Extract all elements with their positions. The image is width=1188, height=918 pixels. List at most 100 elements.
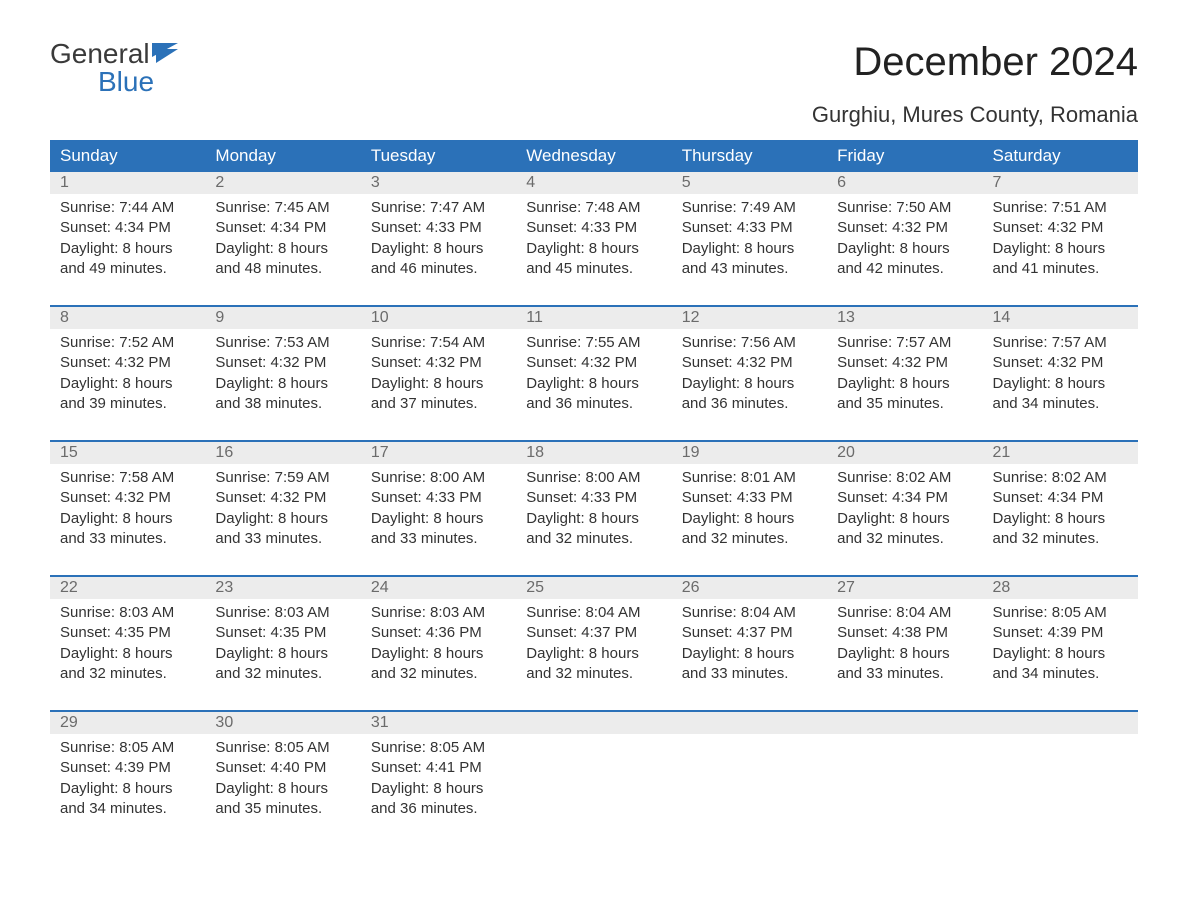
day-details: Sunrise: 8:04 AMSunset: 4:38 PMDaylight:… [827, 599, 982, 684]
day-number: 7 [983, 172, 1138, 194]
day-details: Sunrise: 8:02 AMSunset: 4:34 PMDaylight:… [983, 464, 1138, 549]
sunrise-text: Sunrise: 7:51 AM [993, 198, 1128, 218]
sunrise-text: Sunrise: 8:05 AM [60, 738, 195, 758]
daylight-text-1: Daylight: 8 hours [682, 374, 817, 394]
sunrise-text: Sunrise: 8:04 AM [682, 603, 817, 623]
day-number [672, 712, 827, 734]
day-number: 12 [672, 307, 827, 329]
calendar-header-row: Sunday Monday Tuesday Wednesday Thursday… [50, 140, 1138, 172]
daylight-text-2: and 33 minutes. [371, 529, 506, 549]
daylight-text-2: and 49 minutes. [60, 259, 195, 279]
day-details: Sunrise: 7:44 AMSunset: 4:34 PMDaylight:… [50, 194, 205, 279]
day-details: Sunrise: 8:03 AMSunset: 4:35 PMDaylight:… [205, 599, 360, 684]
day-number: 15 [50, 442, 205, 464]
day-number: 26 [672, 577, 827, 599]
day-number: 24 [361, 577, 516, 599]
day-number: 29 [50, 712, 205, 734]
sunrise-text: Sunrise: 7:50 AM [837, 198, 972, 218]
daylight-text-2: and 34 minutes. [60, 799, 195, 819]
sunrise-text: Sunrise: 7:48 AM [526, 198, 661, 218]
daylight-text-1: Daylight: 8 hours [371, 644, 506, 664]
calendar-day: 8Sunrise: 7:52 AMSunset: 4:32 PMDaylight… [50, 307, 205, 426]
day-details: Sunrise: 8:05 AMSunset: 4:39 PMDaylight:… [983, 599, 1138, 684]
day-details: Sunrise: 8:04 AMSunset: 4:37 PMDaylight:… [516, 599, 671, 684]
day-number: 30 [205, 712, 360, 734]
calendar-day: 14Sunrise: 7:57 AMSunset: 4:32 PMDayligh… [983, 307, 1138, 426]
day-number: 31 [361, 712, 516, 734]
daylight-text-1: Daylight: 8 hours [215, 644, 350, 664]
calendar-day: 17Sunrise: 8:00 AMSunset: 4:33 PMDayligh… [361, 442, 516, 561]
daylight-text-1: Daylight: 8 hours [371, 779, 506, 799]
calendar-day: 9Sunrise: 7:53 AMSunset: 4:32 PMDaylight… [205, 307, 360, 426]
day-details: Sunrise: 7:52 AMSunset: 4:32 PMDaylight:… [50, 329, 205, 414]
calendar-week: 22Sunrise: 8:03 AMSunset: 4:35 PMDayligh… [50, 575, 1138, 696]
sunrise-text: Sunrise: 7:54 AM [371, 333, 506, 353]
sunset-text: Sunset: 4:32 PM [371, 353, 506, 373]
day-details: Sunrise: 8:03 AMSunset: 4:36 PMDaylight:… [361, 599, 516, 684]
daylight-text-1: Daylight: 8 hours [215, 779, 350, 799]
brand-logo: General Blue [50, 40, 178, 96]
sunrise-text: Sunrise: 8:02 AM [993, 468, 1128, 488]
sunrise-text: Sunrise: 8:00 AM [526, 468, 661, 488]
daylight-text-2: and 35 minutes. [837, 394, 972, 414]
day-number: 13 [827, 307, 982, 329]
daylight-text-2: and 34 minutes. [993, 394, 1128, 414]
daylight-text-2: and 32 minutes. [837, 529, 972, 549]
calendar-day [516, 712, 671, 831]
day-number: 22 [50, 577, 205, 599]
sunrise-text: Sunrise: 8:04 AM [837, 603, 972, 623]
sunset-text: Sunset: 4:39 PM [993, 623, 1128, 643]
daylight-text-1: Daylight: 8 hours [526, 644, 661, 664]
sunrise-text: Sunrise: 8:03 AM [60, 603, 195, 623]
calendar: Sunday Monday Tuesday Wednesday Thursday… [50, 140, 1138, 831]
day-number: 11 [516, 307, 671, 329]
day-details: Sunrise: 7:45 AMSunset: 4:34 PMDaylight:… [205, 194, 360, 279]
sunrise-text: Sunrise: 8:05 AM [993, 603, 1128, 623]
day-number: 6 [827, 172, 982, 194]
sunrise-text: Sunrise: 7:57 AM [993, 333, 1128, 353]
daylight-text-2: and 35 minutes. [215, 799, 350, 819]
sunset-text: Sunset: 4:32 PM [993, 218, 1128, 238]
daylight-text-1: Daylight: 8 hours [682, 509, 817, 529]
daylight-text-1: Daylight: 8 hours [837, 509, 972, 529]
sunrise-text: Sunrise: 8:05 AM [371, 738, 506, 758]
day-details: Sunrise: 7:55 AMSunset: 4:32 PMDaylight:… [516, 329, 671, 414]
sunrise-text: Sunrise: 8:03 AM [215, 603, 350, 623]
day-details: Sunrise: 7:57 AMSunset: 4:32 PMDaylight:… [827, 329, 982, 414]
daylight-text-2: and 34 minutes. [993, 664, 1128, 684]
day-number: 19 [672, 442, 827, 464]
daylight-text-2: and 41 minutes. [993, 259, 1128, 279]
brand-word2: Blue [98, 68, 178, 96]
day-number: 23 [205, 577, 360, 599]
day-number: 1 [50, 172, 205, 194]
sunset-text: Sunset: 4:35 PM [215, 623, 350, 643]
day-details: Sunrise: 7:47 AMSunset: 4:33 PMDaylight:… [361, 194, 516, 279]
sunrise-text: Sunrise: 7:45 AM [215, 198, 350, 218]
sunset-text: Sunset: 4:32 PM [60, 488, 195, 508]
daylight-text-2: and 33 minutes. [682, 664, 817, 684]
daylight-text-2: and 33 minutes. [837, 664, 972, 684]
day-details: Sunrise: 7:57 AMSunset: 4:32 PMDaylight:… [983, 329, 1138, 414]
day-details: Sunrise: 8:05 AMSunset: 4:39 PMDaylight:… [50, 734, 205, 819]
day-number: 25 [516, 577, 671, 599]
sunrise-text: Sunrise: 7:55 AM [526, 333, 661, 353]
sunset-text: Sunset: 4:32 PM [837, 218, 972, 238]
calendar-day: 13Sunrise: 7:57 AMSunset: 4:32 PMDayligh… [827, 307, 982, 426]
calendar-day: 5Sunrise: 7:49 AMSunset: 4:33 PMDaylight… [672, 172, 827, 291]
daylight-text-2: and 32 minutes. [993, 529, 1128, 549]
daylight-text-1: Daylight: 8 hours [682, 644, 817, 664]
day-number: 10 [361, 307, 516, 329]
daylight-text-2: and 36 minutes. [371, 799, 506, 819]
sunset-text: Sunset: 4:40 PM [215, 758, 350, 778]
daylight-text-2: and 32 minutes. [682, 529, 817, 549]
sunset-text: Sunset: 4:36 PM [371, 623, 506, 643]
calendar-day: 11Sunrise: 7:55 AMSunset: 4:32 PMDayligh… [516, 307, 671, 426]
day-details: Sunrise: 8:00 AMSunset: 4:33 PMDaylight:… [361, 464, 516, 549]
day-header: Monday [205, 140, 360, 172]
calendar-week: 1Sunrise: 7:44 AMSunset: 4:34 PMDaylight… [50, 172, 1138, 291]
daylight-text-1: Daylight: 8 hours [837, 644, 972, 664]
day-header: Tuesday [361, 140, 516, 172]
daylight-text-2: and 33 minutes. [215, 529, 350, 549]
sunset-text: Sunset: 4:32 PM [60, 353, 195, 373]
daylight-text-1: Daylight: 8 hours [993, 509, 1128, 529]
